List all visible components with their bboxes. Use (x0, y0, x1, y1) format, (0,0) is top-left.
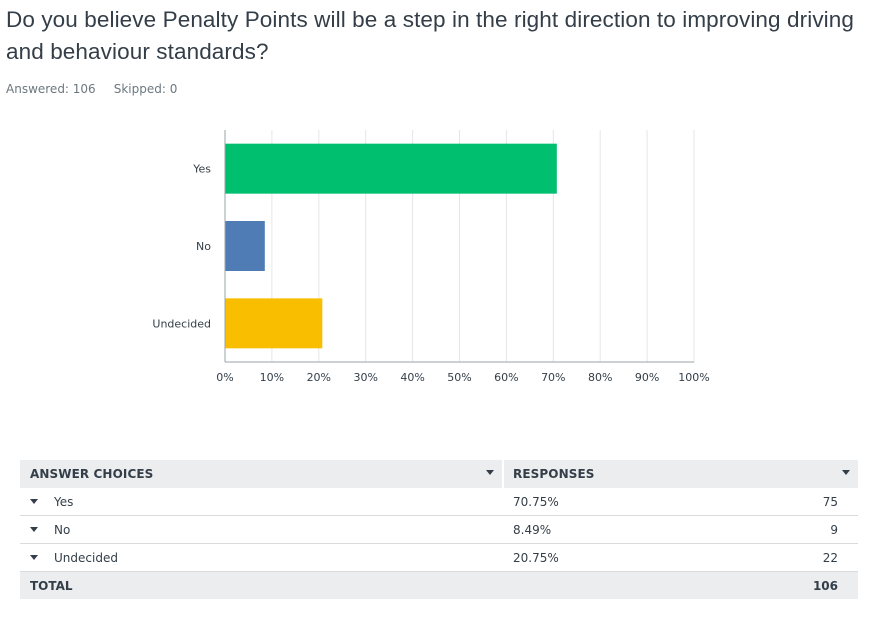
column-divider (502, 460, 504, 488)
choice-label: Yes (54, 494, 74, 509)
y-category-label: Undecided (152, 317, 211, 330)
response-summary: Answered: 106 Skipped: 0 (6, 82, 177, 96)
sort-responses-icon[interactable] (842, 470, 850, 475)
bar-chart: 0% 10% 20% 30% 40% 50% 60% 70% 80% 90% 100% Yes No Un… (152, 130, 710, 384)
x-tick-label: 20% (307, 371, 331, 384)
x-tick-label: 40% (400, 371, 424, 384)
table-row: Yes 70.75% 75 (20, 488, 858, 516)
x-tick-label: 90% (635, 371, 659, 384)
x-tick-label: 100% (678, 371, 709, 384)
choice-label: Undecided (54, 550, 118, 565)
sort-answer-choices-icon[interactable] (486, 470, 494, 475)
y-category-label: No (196, 240, 211, 253)
response-percent: 8.49% (513, 522, 552, 537)
total-count: 106 (812, 578, 838, 593)
x-tick-label: 70% (541, 371, 565, 384)
expand-caret-icon[interactable] (30, 555, 38, 560)
responses-header[interactable]: RESPONSES (513, 467, 595, 481)
table-row: Undecided 20.75% 22 (20, 544, 858, 572)
chart-axes: 0% 10% 20% 30% 40% 50% 60% 70% 80% 90% 100% Yes No Un… (152, 130, 710, 384)
choice-cell[interactable]: Undecided (30, 544, 118, 571)
response-percent: 20.75% (513, 550, 559, 565)
skipped-count: Skipped: 0 (113, 82, 178, 96)
response-count: 9 (830, 522, 838, 537)
chart-bars (225, 143, 557, 349)
bar-yes[interactable] (225, 143, 557, 194)
response-count: 22 (822, 550, 838, 565)
bar-undecided[interactable] (225, 298, 323, 349)
answer-choices-header[interactable]: ANSWER CHOICES (30, 467, 154, 481)
x-tick-label: 30% (353, 371, 377, 384)
choice-cell[interactable]: No (30, 516, 70, 543)
choice-label: No (54, 522, 71, 537)
answered-count: Answered: 106 (6, 82, 96, 96)
total-label: TOTAL (30, 578, 73, 593)
question-title: Do you believe Penalty Points will be a … (6, 7, 854, 64)
x-tick-label: 10% (260, 371, 284, 384)
x-tick-label: 60% (494, 371, 518, 384)
response-count: 75 (822, 494, 838, 509)
choice-cell[interactable]: Yes (30, 488, 73, 515)
response-percent: 70.75% (513, 494, 559, 509)
expand-caret-icon[interactable] (30, 527, 38, 532)
x-tick-label: 80% (588, 371, 612, 384)
responses-table: ANSWER CHOICES RESPONSES Yes 70.75% 75 N… (20, 460, 858, 599)
expand-caret-icon[interactable] (30, 499, 38, 504)
bar-no[interactable] (225, 221, 265, 271)
x-tick-label: 50% (447, 371, 471, 384)
table-total-row: TOTAL 106 (20, 572, 858, 599)
table-row: No 8.49% 9 (20, 516, 858, 544)
x-tick-label: 0% (216, 371, 233, 384)
y-category-label: Yes (192, 163, 211, 176)
table-header-row: ANSWER CHOICES RESPONSES (20, 460, 858, 488)
